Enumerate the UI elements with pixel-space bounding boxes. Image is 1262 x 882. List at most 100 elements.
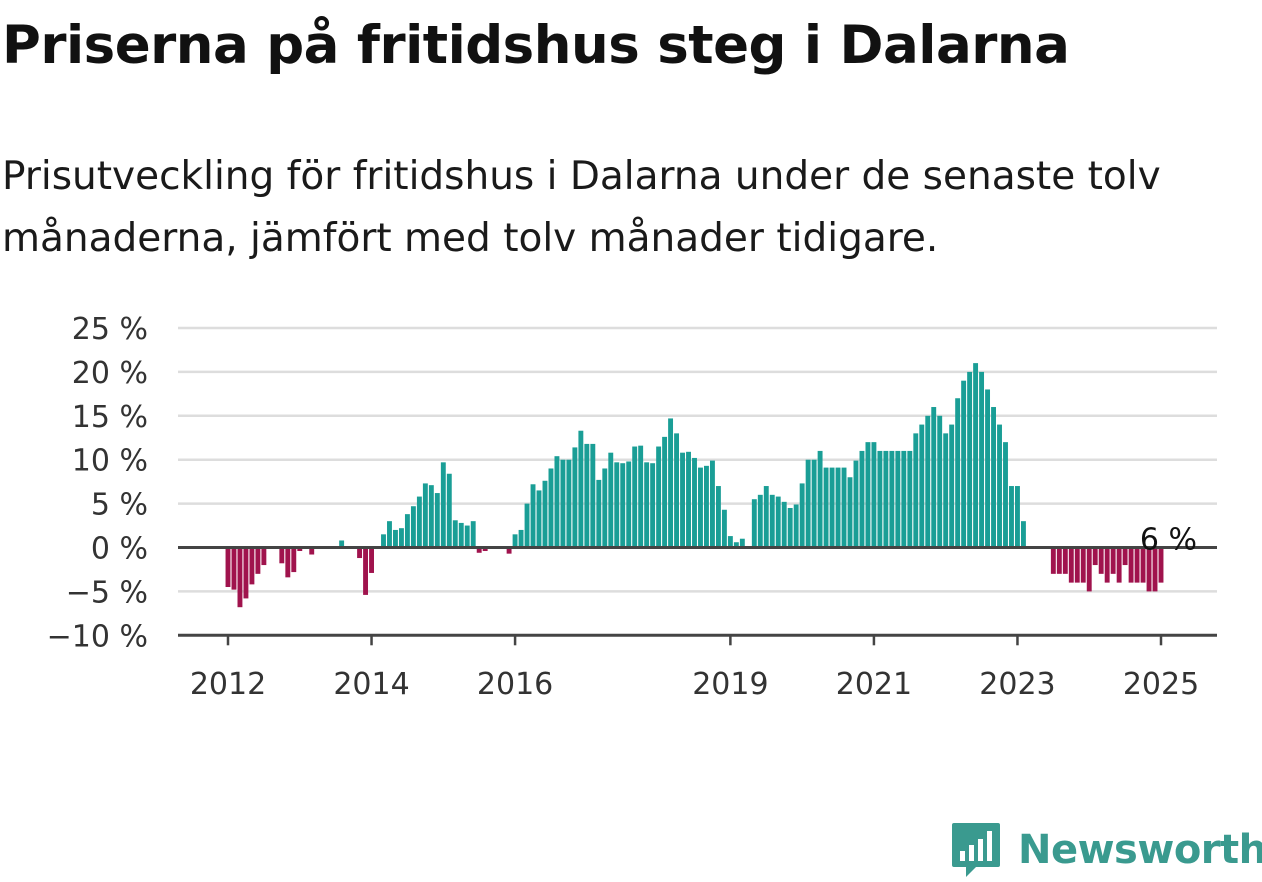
bar	[524, 503, 530, 548]
bar	[1086, 547, 1092, 592]
bar	[823, 467, 829, 548]
bars	[225, 363, 1164, 608]
bar	[841, 467, 847, 548]
chart-subtitle: Prisutveckling för fritidshus i Dalarna …	[2, 154, 1161, 261]
bar	[225, 547, 231, 588]
bar	[1009, 486, 1014, 548]
bar	[901, 450, 907, 548]
bar	[542, 480, 548, 548]
bar	[470, 521, 476, 548]
bar	[608, 452, 614, 548]
bar	[961, 380, 967, 548]
bar	[979, 371, 985, 548]
bar	[1003, 442, 1008, 548]
bar	[1068, 547, 1074, 583]
bar	[662, 436, 668, 548]
x-tick-label: 2019	[692, 667, 768, 702]
bar	[387, 521, 392, 548]
chart-title: Priserna på fritidshus steg i Dalarna	[2, 15, 1070, 76]
bar	[261, 547, 267, 566]
bar	[554, 456, 560, 548]
bar	[632, 446, 638, 548]
newsworthy-brand: Newsworthy	[950, 818, 1262, 882]
bar	[584, 443, 590, 548]
bar	[638, 445, 644, 548]
x-tick-label: 2012	[190, 667, 266, 702]
gridlines	[178, 326, 1217, 593]
bar	[775, 496, 781, 548]
bar	[428, 485, 434, 548]
bar	[769, 494, 775, 548]
bar	[530, 484, 536, 548]
bar	[536, 490, 542, 548]
bar	[440, 462, 446, 548]
bar	[925, 415, 931, 548]
bar	[626, 461, 632, 548]
bar	[943, 433, 949, 548]
bar	[1110, 547, 1116, 574]
bar	[566, 459, 572, 548]
bar	[452, 520, 458, 548]
bar	[1140, 547, 1146, 583]
bar	[698, 467, 703, 548]
bar	[1050, 547, 1056, 574]
bar	[919, 424, 925, 548]
bar	[596, 479, 602, 548]
bar	[859, 450, 865, 548]
bar	[297, 547, 303, 552]
bar	[560, 459, 566, 548]
bar	[949, 424, 955, 548]
bar	[692, 457, 697, 548]
bar	[668, 418, 674, 548]
bar	[985, 389, 991, 548]
bar	[751, 499, 757, 548]
x-tick-label: 2016	[477, 667, 553, 702]
bar	[291, 547, 297, 573]
y-tick-label: 25 %	[72, 312, 148, 347]
axes	[178, 546, 1217, 637]
bar	[1146, 547, 1152, 592]
bar	[434, 493, 440, 548]
bar	[1056, 547, 1062, 574]
y-tick-label: 5 %	[91, 488, 148, 523]
bar	[650, 463, 656, 548]
bar	[357, 547, 363, 559]
bar	[1062, 547, 1068, 574]
bar	[686, 451, 691, 548]
bar	[680, 452, 685, 548]
bar	[422, 483, 428, 548]
bar	[339, 540, 345, 548]
y-tick-label: 20 %	[72, 356, 148, 391]
bar	[847, 477, 853, 548]
bar	[763, 486, 769, 548]
bar	[937, 415, 943, 548]
bar	[644, 462, 650, 548]
bar	[727, 536, 733, 548]
bar	[883, 450, 889, 548]
bar	[410, 506, 416, 548]
bar	[279, 547, 285, 564]
y-tick-label: 0 %	[91, 532, 148, 567]
bar	[715, 486, 721, 548]
bar	[458, 522, 464, 548]
bar	[381, 534, 386, 548]
y-tick-label: −10 %	[47, 619, 148, 654]
bar	[237, 547, 243, 608]
bar	[799, 483, 805, 548]
price-change-bar-chart: 25 % 20 % 15 % 10 % 5 % 0 % −5 % −10 % 2012 2014…	[47, 312, 1217, 702]
x-tick-label: 2021	[836, 667, 912, 702]
bar	[620, 463, 626, 548]
bar	[398, 528, 404, 548]
bar	[1074, 547, 1080, 583]
brand-name: Newsworthy	[1018, 827, 1262, 873]
bar	[1098, 547, 1104, 574]
bar	[1128, 547, 1134, 583]
bar	[255, 547, 261, 574]
bar	[1080, 547, 1086, 583]
bar	[967, 371, 973, 548]
bar	[602, 468, 608, 548]
bar	[721, 509, 727, 548]
bar	[614, 462, 620, 548]
bar	[991, 407, 996, 548]
bar	[793, 504, 799, 548]
